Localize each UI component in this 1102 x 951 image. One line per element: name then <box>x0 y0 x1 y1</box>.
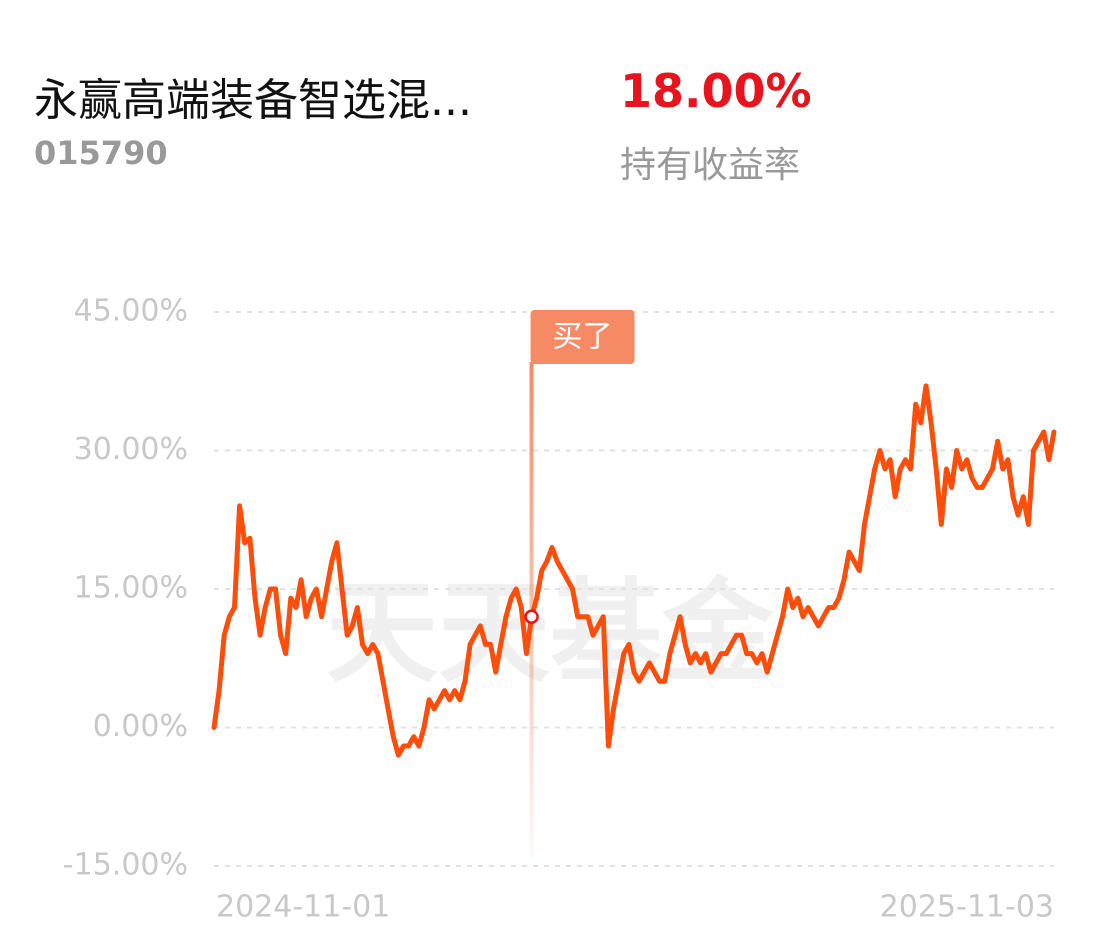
return-label: 持有收益率 <box>620 145 801 186</box>
fund-title: 永赢高端装备智选混... <box>34 75 472 126</box>
buy-tag <box>530 310 635 364</box>
y-tick-label: -15.00% <box>63 848 188 883</box>
y-tick-label: 45.00% <box>74 294 188 329</box>
buy-point <box>524 609 539 624</box>
y-tick-label: 0.00% <box>93 709 188 744</box>
y-tick-label: 15.00% <box>74 571 188 606</box>
series-line <box>211 383 1057 758</box>
fund-code: 015790 <box>34 134 168 172</box>
x-tick-label: 2025-11-03 <box>880 890 1054 925</box>
x-tick-label: 2024-11-01 <box>216 890 390 925</box>
y-tick-label: 30.00% <box>74 432 188 467</box>
buy-tag-text: 买了 <box>553 320 613 355</box>
return-value: 18.00% <box>620 64 812 118</box>
watermark: 天天基金 <box>326 568 775 698</box>
